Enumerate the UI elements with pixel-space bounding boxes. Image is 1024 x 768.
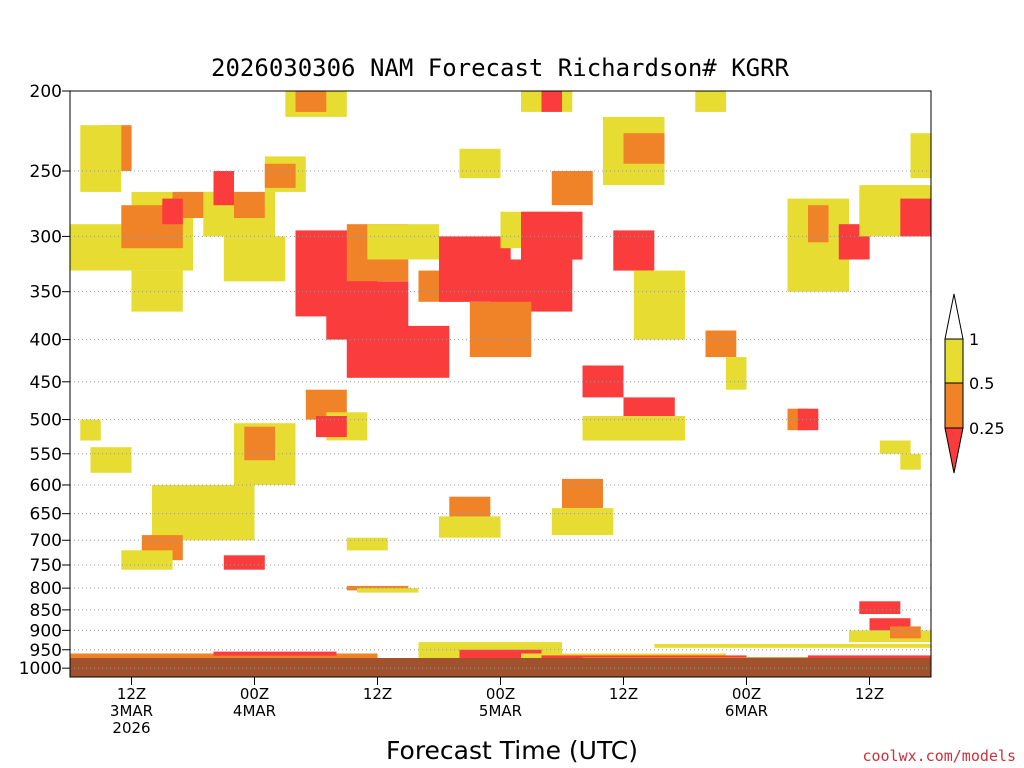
colorbar-segment (944, 338, 964, 384)
data-regions (70, 91, 932, 665)
data-cell (357, 588, 419, 593)
data-cell (633, 270, 686, 340)
data-cell (223, 236, 286, 282)
y-tick-label: 900 (30, 621, 62, 641)
colorbar: 1 0.5 0.25 (944, 293, 1005, 474)
plot-frame (69, 90, 932, 678)
x-tick-label: 2026 (112, 719, 150, 737)
data-cell (213, 171, 234, 206)
y-tick-label: 500 (30, 411, 62, 431)
x-tick-label: 3MAR (110, 702, 153, 720)
x-tick-label: 00Z (486, 685, 515, 703)
data-cell (70, 653, 378, 660)
data-cell (521, 211, 583, 260)
y-tick-label: 250 (30, 162, 62, 182)
y-tick-label: 600 (30, 476, 62, 496)
colorbar-label: 1 (969, 330, 979, 349)
data-cell (234, 191, 265, 218)
data-cell (80, 419, 101, 441)
data-cell (80, 125, 122, 192)
x-tick-label: 5MAR (479, 702, 522, 720)
colorbar-label: 0.25 (969, 419, 1005, 438)
data-cell (346, 325, 450, 378)
data-cell (121, 550, 173, 570)
data-cell (900, 198, 932, 237)
data-cell (223, 555, 265, 570)
data-cell (90, 447, 132, 473)
data-cell (623, 133, 665, 164)
surface-layer (70, 658, 931, 677)
y-axis: 200 250 300 350 400 450 500 550 600 650 700 750 8008… (19, 82, 70, 679)
data-cell (316, 416, 347, 438)
data-cell (613, 230, 655, 271)
credit-text: coolwx.com/models (862, 747, 1016, 765)
data-cell (582, 416, 685, 441)
chart-title: 2026030306 NAM Forecast Richardson# KGRR (211, 54, 790, 82)
y-tick-label: 850 (30, 601, 62, 621)
x-tick-label: 12Z (609, 685, 638, 703)
y-tick-label: 300 (30, 227, 62, 247)
y-tick-label: 800 (30, 579, 62, 599)
data-cell (459, 649, 542, 661)
y-tick-label: 400 (30, 331, 62, 351)
y-tick-label: 200 (30, 82, 62, 102)
y-tick-label: 450 (30, 373, 62, 393)
data-cell (562, 478, 603, 509)
data-cell (808, 205, 829, 243)
x-tick-label: 12Z (117, 685, 146, 703)
x-tick-label: 00Z (240, 685, 269, 703)
x-tick-label: 6MAR (725, 702, 768, 720)
y-tick-label: 1000 (19, 659, 62, 679)
data-cell (213, 651, 337, 656)
data-cell (726, 357, 747, 390)
data-cell (551, 508, 614, 536)
data-cell (295, 91, 327, 112)
data-cell (695, 91, 727, 112)
data-cell (879, 440, 911, 454)
data-cell (797, 408, 819, 431)
data-cell (654, 644, 932, 648)
data-cell (859, 601, 901, 614)
y-tick-label: 650 (30, 505, 62, 525)
data-cell (152, 485, 255, 541)
data-cell (551, 171, 593, 206)
data-cell (890, 626, 921, 639)
x-tick-label: 00Z (732, 685, 761, 703)
x-tick-label: 12Z (363, 685, 392, 703)
data-cell (70, 224, 132, 271)
data-cell (439, 516, 501, 538)
data-cell (346, 537, 388, 551)
colorbar-segment (944, 382, 964, 429)
colorbar-bottom-triangle (944, 427, 964, 474)
data-cell (459, 148, 501, 179)
x-tick-label: 4MAR (233, 702, 276, 720)
data-cell (449, 496, 491, 520)
data-cell (705, 330, 737, 358)
y-tick-label: 550 (30, 445, 62, 465)
data-cell (264, 163, 296, 188)
data-cell (910, 133, 931, 179)
data-cell (541, 91, 562, 112)
y-tick-label: 950 (30, 641, 62, 661)
y-tick-label: 350 (30, 283, 62, 303)
data-cell (244, 426, 276, 461)
data-cell (469, 301, 532, 358)
y-tick-label: 750 (30, 556, 62, 576)
data-cell (162, 198, 183, 225)
x-tick-label: 12Z (855, 685, 884, 703)
colorbar-label: 0.5 (969, 374, 994, 393)
y-tick-label: 700 (30, 531, 62, 551)
data-cell (900, 453, 921, 470)
x-axis-label: Forecast Time (UTC) (386, 736, 638, 765)
data-cell (131, 270, 183, 312)
colorbar-top-triangle (944, 293, 964, 340)
data-cell (367, 224, 440, 260)
